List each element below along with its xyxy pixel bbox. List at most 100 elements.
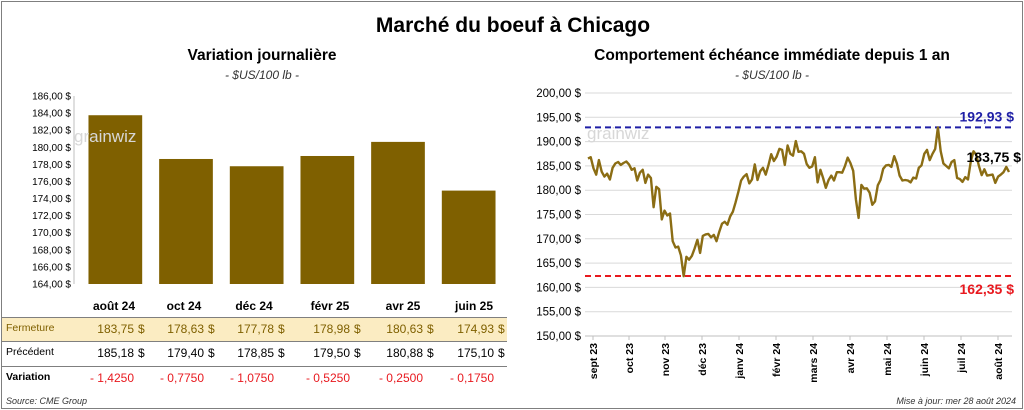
table-row-precedent: Précédent 185,18 $179,40 $178,85 $179,50 $180… [2,341,507,367]
table-cell: 178,85 [237,346,274,360]
row-label: Précédent [6,346,54,358]
y-tick-label: 174,00 $ [32,194,71,205]
bar [159,158,213,284]
table-cell: 179,40 [167,346,204,360]
bar [88,115,143,285]
table-cell: 177,78 [237,322,274,336]
table-cell: - 0,5250 [305,371,350,385]
y-tick-label: 164,00 $ [32,280,71,291]
y-tick-label: 182,00 $ [32,126,71,137]
y-tick-label: 150,00 $ [536,331,581,343]
line-chart-title: Comportement échéance immédiate depuis 1… [594,47,950,64]
min-label: 162,35 $ [960,281,1015,297]
y-tick-label: 200,00 $ [536,88,581,100]
unit-symbol: $ [427,322,434,336]
x-tick-label: mars 24 [808,343,820,383]
table-cell: - 1,0750 [229,371,274,385]
y-tick-label: 190,00 $ [536,137,581,149]
line-chart-subtitle: - $US/100 lb - [734,68,810,82]
x-tick-label: avr 24 [845,343,857,374]
price-table: août 24 oct 24 déc 24 févr 25 avr 25 juin 25 … [2,297,507,393]
series-line [587,126,1011,278]
unit-symbol: $ [208,346,215,360]
x-tick-label: juil 24 [956,343,968,374]
source-note: Source: CME Group [6,396,88,406]
bar [300,155,355,284]
y-tick-label: 195,00 $ [536,112,581,124]
line-chart: 150,00 $ 155,00 $ 160,00 $ 165,00 $ 170,00 $… [536,88,1022,383]
max-label: 192,93 $ [960,108,1015,124]
table-cell: - 0,2500 [378,371,423,385]
bar [229,166,284,284]
update-note: Mise à jour: mer 28 août 2024 [896,396,1016,406]
y-tick-label: 185,00 $ [536,161,581,173]
y-tick-label: 178,00 $ [32,160,71,171]
bar-chart-subtitle: - $US/100 lb - [224,68,300,82]
x-tick-label: sept 23 [588,343,600,379]
row-label: Variation [6,371,51,383]
table-cell: - 0,1750 [449,371,494,385]
y-tick-label: 172,00 $ [32,211,71,222]
table-cell: - 1,4250 [89,371,134,385]
x-tick-label: nov 23 [660,343,672,376]
table-header-row: août 24 oct 24 déc 24 févr 25 avr 25 juin 25 [2,297,507,317]
unit-symbol: $ [498,322,505,336]
table-cell: 174,93 [457,322,494,336]
x-tick-label: oct 23 [624,343,636,374]
y-tick-label: 186,00 $ [32,92,71,103]
y-tick-label: 160,00 $ [536,282,581,294]
y-tick-label: 180,00 $ [536,185,581,197]
table-cell: 178,63 [167,322,204,336]
table-cell: 178,98 [313,322,350,336]
watermark: grainwiz [74,127,136,146]
unit-symbol: $ [208,322,215,336]
y-tick-label: 180,00 $ [32,143,71,154]
table-cell: 183,75 [97,322,134,336]
y-tick-label: 175,00 $ [536,210,581,222]
y-tick-label: 155,00 $ [536,307,581,319]
x-tick-label: août 24 [993,343,1005,380]
x-tick-label: févr 24 [771,343,783,377]
y-tick-label: 170,00 $ [536,234,581,246]
bar [371,141,425,284]
y-tick-label: 170,00 $ [32,228,71,239]
bar-chart-title: Variation journalière [187,47,337,64]
y-tick-label: 165,00 $ [536,258,581,270]
y-tick-label: 166,00 $ [32,262,71,273]
column-header: avr 25 [385,299,421,313]
column-header: août 24 [92,299,135,313]
column-header: déc 24 [235,299,273,313]
table-row-variation: Variation - 1,4250 - 0,7750 - 1,0750 - 0,525… [2,367,507,391]
main-title: Marché du boeuf à Chicago [375,14,651,37]
last-value-label: 183,75 $ [967,149,1022,165]
table-cell: - 0,7750 [159,371,204,385]
bar [441,190,496,284]
unit-symbol: $ [138,322,145,336]
table-cell: 185,18 [97,346,134,360]
unit-symbol: $ [354,322,361,336]
x-tick-label: déc 23 [697,343,709,376]
row-label: Fermeture [6,322,55,334]
y-tick-label: 176,00 $ [32,177,71,188]
unit-symbol: $ [278,346,285,360]
y-tick-label: 184,00 $ [32,109,71,120]
x-tick-label: janv 24 [734,343,746,380]
unit-symbol: $ [498,346,505,360]
unit-symbol: $ [354,346,361,360]
x-tick-label: mai 24 [882,343,894,376]
column-header: oct 24 [166,299,202,313]
table-cell: 175,10 [457,346,494,360]
column-header: juin 25 [454,299,493,313]
y-tick-label: 168,00 $ [32,245,71,256]
table-cell: 180,88 [386,346,423,360]
unit-symbol: $ [278,322,285,336]
column-header: févr 25 [310,299,350,313]
unit-symbol: $ [427,346,434,360]
table-cell: 180,63 [386,322,423,336]
x-tick-label: juin 24 [919,343,931,377]
bar-chart: 164,00 $ 166,00 $ 168,00 $ 170,00 $ 172,00 $… [32,92,496,291]
watermark: grainwiz [587,124,649,143]
table-cell: 179,50 [313,346,350,360]
unit-symbol: $ [138,346,145,360]
